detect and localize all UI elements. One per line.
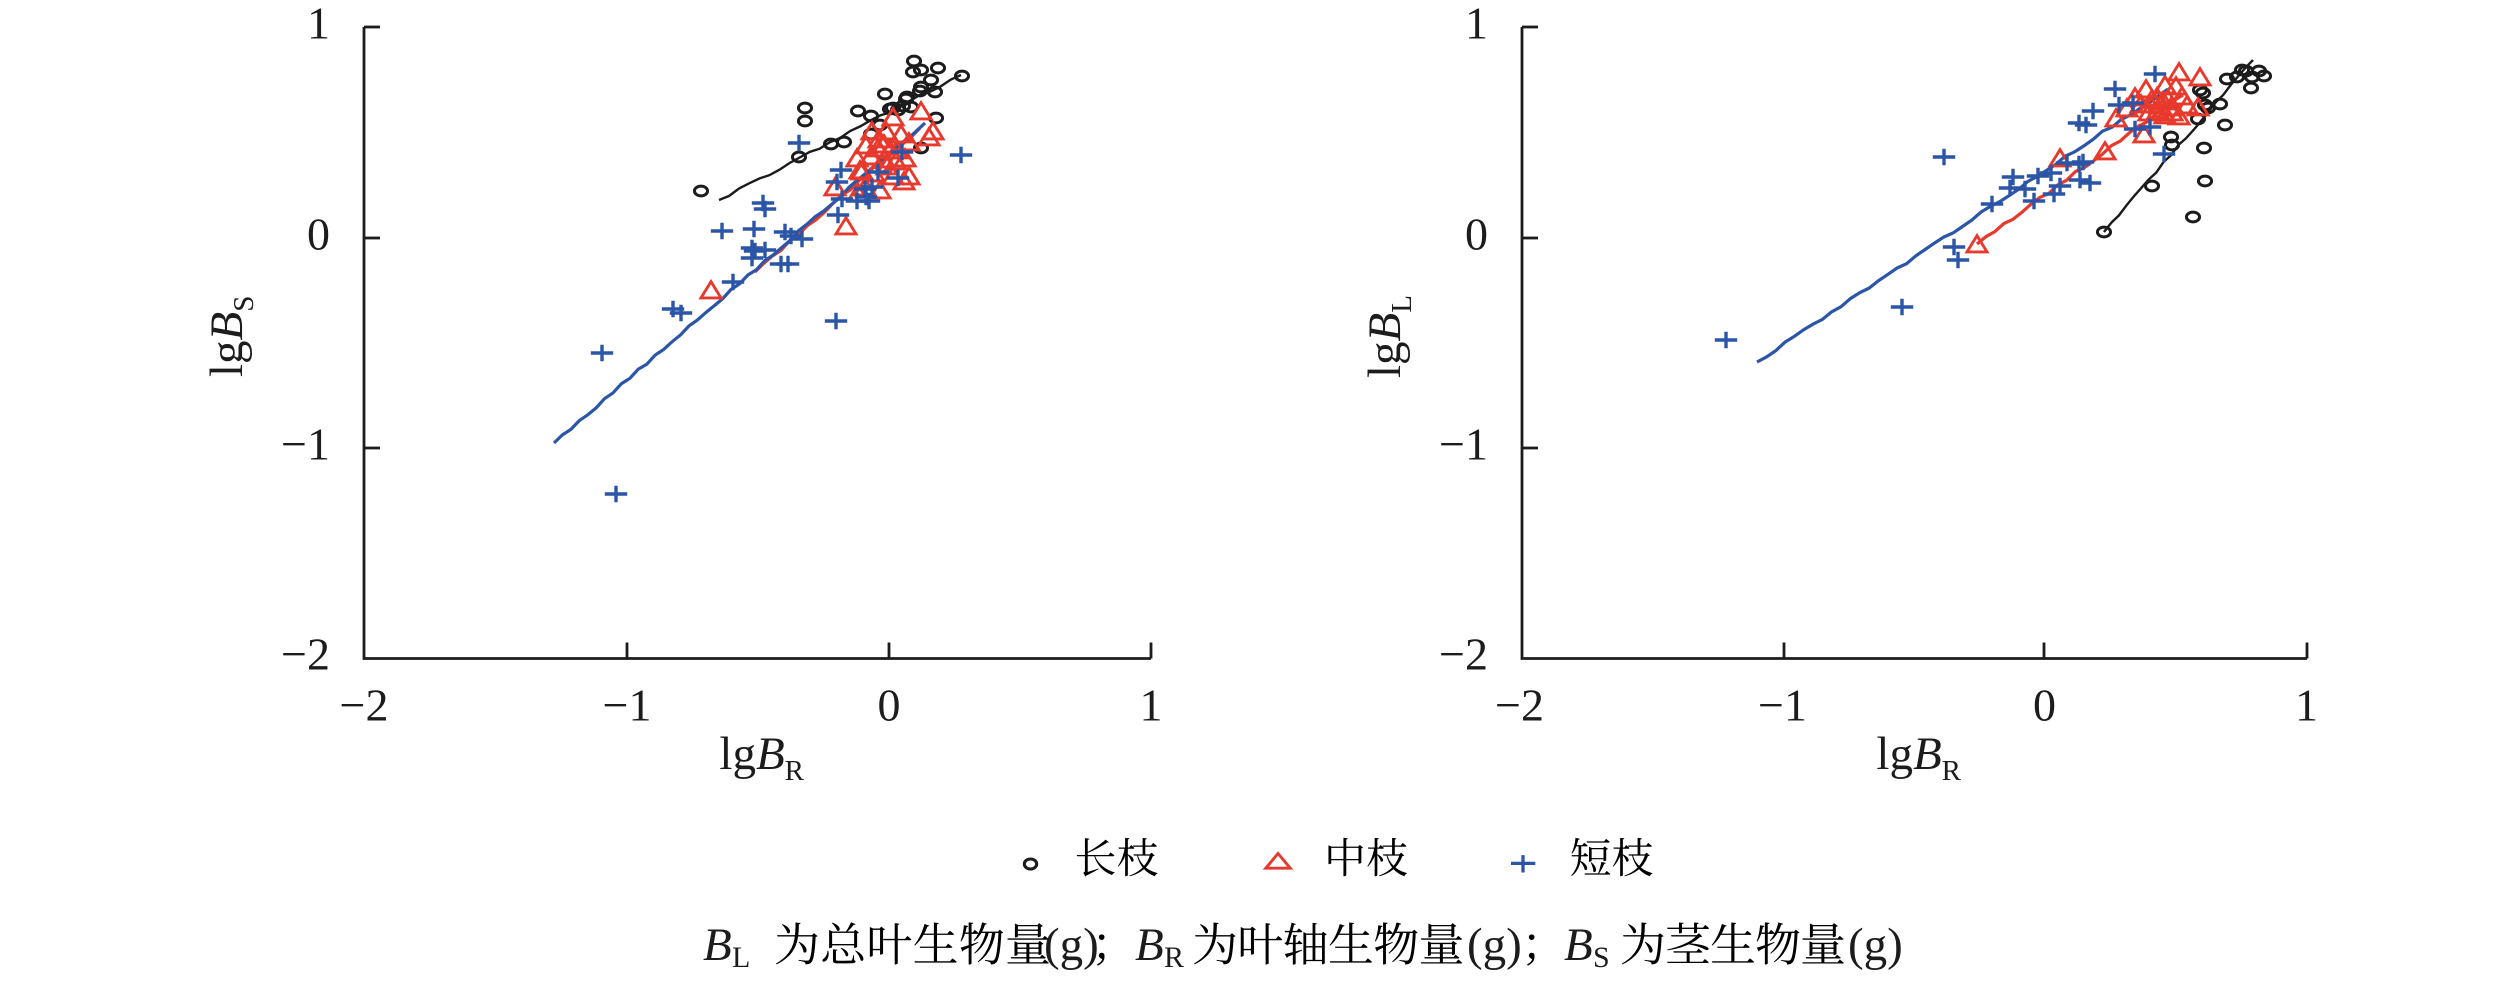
svg-text:1: 1 <box>2295 680 2318 731</box>
svg-text:(g): (g) <box>1044 919 1099 971</box>
svg-text:0: 0 <box>1465 209 1488 260</box>
svg-text:(g): (g) <box>1467 919 1522 971</box>
svg-text:−1: −1 <box>1758 680 1807 731</box>
svg-text:−2: −2 <box>1439 629 1488 680</box>
svg-text:S: S <box>1593 941 1610 974</box>
svg-text:−2: −2 <box>281 629 330 680</box>
svg-text:R: R <box>1164 941 1184 974</box>
svg-text:B: B <box>1135 919 1164 971</box>
svg-text:0: 0 <box>307 209 330 260</box>
svg-text:1: 1 <box>1140 680 1163 731</box>
svg-text:−1: −1 <box>603 680 652 731</box>
svg-text:0: 0 <box>2033 680 2056 731</box>
svg-text:−2: −2 <box>1495 680 1544 731</box>
svg-text:1: 1 <box>1465 0 1488 49</box>
svg-text:−1: −1 <box>1439 419 1488 470</box>
svg-text:lgBR: lgBR <box>719 728 804 787</box>
svg-text:(g): (g) <box>1848 919 1903 971</box>
svg-text:1: 1 <box>307 0 330 49</box>
svg-text:L: L <box>732 941 750 974</box>
svg-text:−1: −1 <box>281 419 330 470</box>
svg-text:−2: −2 <box>340 680 389 731</box>
svg-text:0: 0 <box>878 680 901 731</box>
svg-text:lgBL: lgBL <box>1359 295 1418 378</box>
svg-text:B: B <box>1564 919 1593 971</box>
svg-text:B: B <box>703 919 732 971</box>
